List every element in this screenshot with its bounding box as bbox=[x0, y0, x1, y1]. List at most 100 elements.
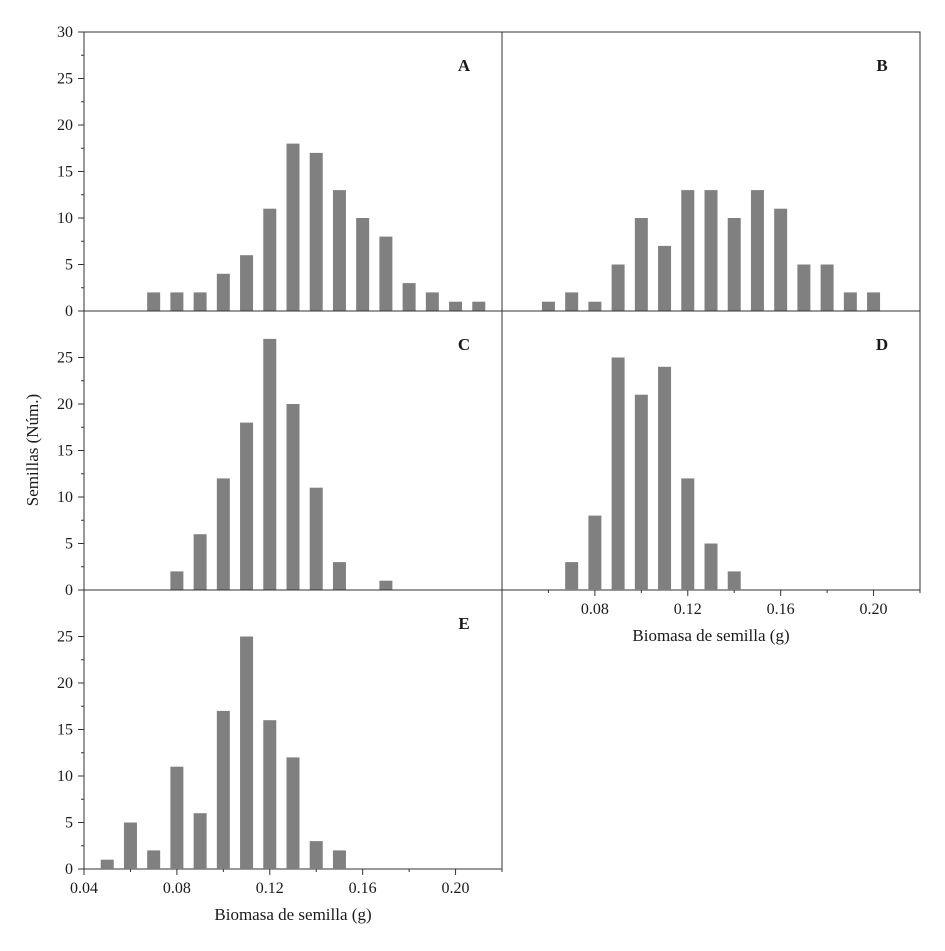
bar-b-1 bbox=[565, 292, 579, 311]
bar-b-6 bbox=[681, 190, 695, 311]
bar-d-0 bbox=[565, 562, 579, 590]
x-tick-label-d-0_12: 0.12 bbox=[674, 601, 702, 618]
bar-c-3 bbox=[240, 422, 254, 590]
bar-d-7 bbox=[727, 571, 741, 590]
bar-b-3 bbox=[611, 264, 625, 311]
panel-label-d: D bbox=[876, 335, 888, 354]
bar-b-5 bbox=[658, 245, 672, 311]
x-tick-label-d-0_20: 0.20 bbox=[860, 601, 888, 618]
y-tick-label-c-15: 15 bbox=[57, 443, 73, 460]
bar-b-10 bbox=[774, 208, 788, 311]
x-tick-label-e-0_08: 0.08 bbox=[163, 880, 191, 897]
bar-a-8 bbox=[332, 190, 346, 311]
bar-b-2 bbox=[588, 301, 602, 311]
bar-e-5 bbox=[216, 710, 230, 869]
y-tick-label-c-25: 25 bbox=[57, 350, 73, 367]
bar-d-5 bbox=[681, 478, 695, 590]
y-tick-label-a-10: 10 bbox=[57, 210, 73, 227]
panel-e: 0 5 10 15 20 25 0.04 0.08 0.12 0.16 0.20 Biomasa de… bbox=[57, 589, 503, 924]
bar-a-5 bbox=[263, 208, 277, 311]
y-tick-label-a-5: 5 bbox=[65, 257, 73, 274]
panel-c: 0 5 10 15 20 25 C bbox=[57, 310, 503, 599]
bar-a-4 bbox=[240, 255, 254, 311]
y-axis-title: Semillas (Núm.) bbox=[23, 394, 42, 506]
panel-label-e: E bbox=[458, 614, 469, 633]
bar-a-1 bbox=[170, 292, 184, 311]
bar-a-14 bbox=[472, 301, 486, 311]
x-tick-label-e-0_04: 0.04 bbox=[70, 880, 98, 897]
x-tick-label-e-0_16: 0.16 bbox=[349, 880, 377, 897]
bar-c-0 bbox=[170, 571, 184, 590]
bar-a-3 bbox=[216, 273, 230, 311]
bar-b-12 bbox=[820, 264, 834, 311]
x-tick-label-d-0_08: 0.08 bbox=[581, 601, 609, 618]
bar-e-10 bbox=[332, 850, 346, 869]
bar-b-11 bbox=[797, 264, 811, 311]
y-tick-label-a-15: 15 bbox=[57, 164, 73, 181]
panel-label-b: B bbox=[876, 56, 887, 75]
bar-a-10 bbox=[379, 236, 393, 311]
y-tick-label-a-30: 30 bbox=[57, 24, 73, 41]
bar-e-9 bbox=[309, 841, 323, 869]
bar-b-7 bbox=[704, 190, 718, 311]
x-tick-label-d-0_16: 0.16 bbox=[767, 601, 795, 618]
bar-a-12 bbox=[425, 292, 439, 311]
y-tick-label-e-0: 0 bbox=[65, 861, 73, 878]
y-tick-label-c-20: 20 bbox=[57, 396, 73, 413]
bar-d-4 bbox=[658, 366, 672, 590]
bar-d-3 bbox=[634, 394, 648, 590]
bar-e-8 bbox=[286, 757, 300, 869]
y-tick-label-c-0: 0 bbox=[65, 582, 73, 599]
x-axis-title-e: Biomasa de semilla (g) bbox=[214, 905, 371, 924]
bar-b-14 bbox=[867, 292, 881, 311]
bar-c-9 bbox=[379, 580, 393, 590]
y-tick-label-e-15: 15 bbox=[57, 722, 73, 739]
bar-e-7 bbox=[263, 720, 277, 869]
bar-e-6 bbox=[240, 636, 254, 869]
y-tick-label-e-20: 20 bbox=[57, 675, 73, 692]
bar-b-13 bbox=[843, 292, 857, 311]
x-tick-label-e-0_20: 0.20 bbox=[442, 880, 470, 897]
y-tick-label-e-5: 5 bbox=[65, 815, 73, 832]
bar-a-7 bbox=[309, 152, 323, 311]
bar-b-0 bbox=[541, 301, 555, 311]
bar-a-2 bbox=[193, 292, 207, 311]
bar-e-3 bbox=[170, 766, 184, 869]
y-tick-label-a-20: 20 bbox=[57, 117, 73, 134]
bar-d-2 bbox=[611, 357, 625, 590]
y-tick-label-c-10: 10 bbox=[57, 489, 73, 506]
bar-a-13 bbox=[449, 301, 463, 311]
bar-c-5 bbox=[286, 404, 300, 590]
x-axis-title-d: Biomasa de semilla (g) bbox=[632, 626, 789, 645]
bar-a-6 bbox=[286, 143, 300, 311]
x-tick-label-e-0_12: 0.12 bbox=[256, 880, 284, 897]
bar-e-0 bbox=[100, 859, 114, 869]
bar-b-9 bbox=[750, 190, 764, 311]
bar-b-8 bbox=[727, 218, 741, 311]
bar-c-1 bbox=[193, 534, 207, 590]
y-tick-label-a-0: 0 bbox=[65, 303, 73, 320]
bar-a-11 bbox=[402, 283, 416, 311]
y-tick-label-a-25: 25 bbox=[57, 71, 73, 88]
panel-label-a: A bbox=[458, 56, 471, 75]
bar-c-4 bbox=[263, 338, 277, 590]
y-tick-label-c-5: 5 bbox=[65, 536, 73, 553]
bar-d-6 bbox=[704, 543, 718, 590]
bar-a-9 bbox=[356, 218, 370, 311]
panel-d: 0.08 0.12 0.16 0.20 Biomasa de semilla (g) D bbox=[501, 310, 921, 645]
bar-a-0 bbox=[147, 292, 161, 311]
y-tick-label-e-25: 25 bbox=[57, 629, 73, 646]
bar-e-2 bbox=[147, 850, 161, 869]
panel-a: 0 5 10 15 20 25 30 A bbox=[57, 24, 503, 320]
bar-e-1 bbox=[123, 822, 137, 869]
bar-d-1 bbox=[588, 515, 602, 590]
panel-label-c: C bbox=[458, 335, 470, 354]
bar-c-6 bbox=[309, 487, 323, 590]
bar-c-2 bbox=[216, 478, 230, 590]
panel-b: B bbox=[501, 31, 921, 312]
bar-c-7 bbox=[332, 562, 346, 590]
panels-layer: 0 5 10 15 20 25 30 A B 0 5 10 15 20 25 C 0.08 0.12 0.16 0.2… bbox=[57, 24, 921, 924]
bar-e-4 bbox=[193, 813, 207, 869]
y-tick-label-e-10: 10 bbox=[57, 768, 73, 785]
